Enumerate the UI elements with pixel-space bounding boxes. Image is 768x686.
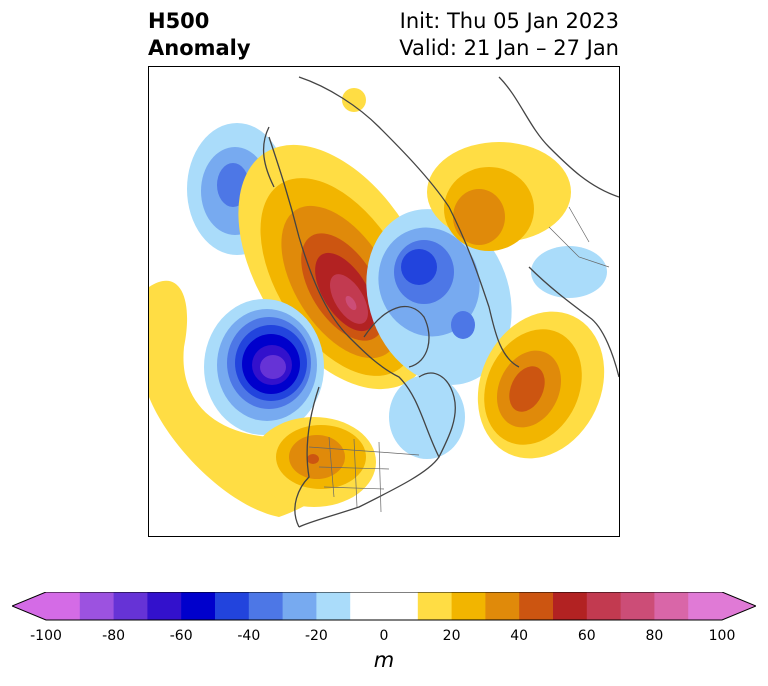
colorbar-tick-label: 20 [442, 628, 461, 644]
title-left: H500 Anomaly [148, 8, 251, 62]
colorbar-cell [46, 592, 81, 620]
colorbar-tick-label: -20 [304, 628, 328, 644]
colorbar-unit: m [373, 648, 395, 672]
colorbar-cell [451, 592, 486, 620]
colorbar-cell [248, 592, 284, 620]
arctic-trough [366, 209, 607, 385]
colorbar-extend-high [722, 592, 756, 620]
colorbar-tick-label: -40 [237, 628, 261, 644]
colorbar-tick-label: 80 [645, 628, 664, 644]
colorbar-cell [350, 592, 385, 620]
valid-range: Valid: 21 Jan – 27 Jan [399, 36, 619, 60]
atlantic-weak-low [389, 375, 465, 459]
colorbar [12, 592, 756, 621]
colorbar-cell [654, 592, 689, 620]
borders [308, 206, 610, 513]
colorbar-tick-label: -80 [102, 628, 126, 644]
colorbar-cell [316, 592, 351, 620]
colorbar-tick-label: 40 [510, 628, 529, 644]
colorbar-cell [519, 592, 554, 620]
colorbar-cell [417, 592, 453, 620]
colorbar-cell [282, 592, 317, 620]
title-right: Init: Thu 05 Jan 2023 Valid: 21 Jan – 27… [399, 8, 619, 62]
map-panel [148, 66, 620, 537]
colorbar-cell [215, 592, 250, 620]
init-date: Init: Thu 05 Jan 2023 [399, 9, 619, 33]
colorbar-tick-label: 60 [577, 628, 596, 644]
colorbar-cell [553, 592, 588, 620]
colorbar-extend-low [12, 592, 46, 620]
colorbar-cell [79, 592, 115, 620]
eastern-pacific-trough [204, 299, 324, 435]
colorbar-cell [384, 592, 419, 620]
colorbar-tick-label: 100 [708, 628, 736, 644]
colorbar-cell [181, 592, 216, 620]
colorbar-tick-label: 0 [379, 628, 389, 644]
colorbar-cell [620, 592, 655, 620]
title-subfield: Anomaly [148, 36, 251, 60]
colorbar-cell [147, 592, 182, 620]
colorbar-cell [688, 592, 723, 620]
colorbar-cell [113, 592, 148, 620]
siberian-ridge [427, 142, 571, 251]
colorbar-cell [485, 592, 520, 620]
colorbar-tick-label: -100 [30, 628, 62, 644]
colorbar-cell [586, 592, 622, 620]
colorbar-outline [12, 592, 756, 621]
sw-us-ridge [252, 417, 376, 507]
arctic-ridge-cell [342, 88, 366, 112]
colorbar-tick-label: -60 [169, 628, 193, 644]
title-field: H500 [148, 9, 210, 33]
coastlines [262, 76, 619, 528]
anomaly-map [149, 76, 619, 528]
